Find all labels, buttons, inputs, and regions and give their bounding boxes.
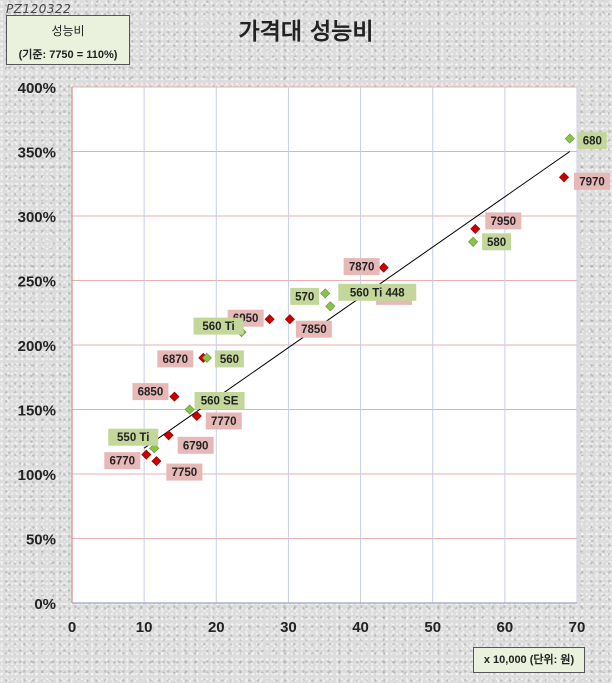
data-label: 6770 [110, 456, 136, 468]
data-label: 7770 [211, 416, 237, 428]
data-label-bg [343, 258, 380, 276]
data-point-7870 [378, 262, 389, 273]
data-point-7750 [151, 456, 162, 467]
data-label: 6850 [138, 387, 164, 399]
x-axis-unit-label: x 10,000 (단위: 원) [473, 647, 585, 673]
x-tick-label: 60 [497, 619, 514, 636]
x-tick-label: 20 [208, 619, 225, 636]
legend-reference: (기준: 7750 = 110%) [18, 49, 118, 61]
data-point-570 [320, 288, 331, 299]
x-tick-label: 40 [352, 619, 369, 636]
data-label-bg [482, 233, 512, 251]
data-label: 570 [295, 291, 314, 303]
data-label: 560 Ti 448 [350, 287, 405, 299]
data-label-bg [194, 392, 245, 409]
data-point-6790 [163, 430, 174, 441]
data-label: 6870 [163, 354, 189, 366]
legend-title: 성능비 [51, 24, 85, 38]
data-label-bg [108, 428, 159, 446]
data-point-680 [564, 133, 575, 144]
data-label-bg [157, 350, 194, 368]
y-tick-label: 200% [18, 338, 56, 355]
data-label: 7750 [172, 467, 198, 479]
data-point-6770 [141, 449, 152, 460]
y-tick-label: 100% [18, 467, 56, 484]
data-label: 550 Ti [117, 432, 149, 444]
y-tick-label: 150% [18, 403, 56, 420]
data-point-6950 [264, 314, 275, 325]
data-label: 7970 [579, 176, 605, 188]
data-point-560-ti-448 [325, 301, 336, 312]
y-tick-label: 0% [34, 596, 56, 613]
data-label: 7950 [490, 216, 516, 228]
y-tick-label: 300% [18, 209, 56, 226]
data-label-bg [104, 452, 141, 470]
data-label-bg [166, 463, 203, 481]
y-tick-label: 400% [18, 80, 56, 97]
data-label-bg [214, 350, 244, 368]
data-label-bg [177, 436, 214, 454]
x-tick-label: 0 [68, 619, 76, 636]
data-label-bg [338, 283, 417, 301]
y-tick-label: 350% [18, 145, 56, 162]
data-label: 6790 [183, 440, 209, 452]
data-point-7950 [470, 223, 481, 234]
data-point-6850 [169, 391, 180, 402]
data-label-bg [290, 287, 320, 305]
legend-box: 성능비 (기준: 7750 = 110%) [6, 15, 130, 65]
data-label: 560 Ti [202, 321, 234, 333]
data-label-bg [485, 212, 522, 230]
data-label-bg [574, 172, 611, 190]
y-tick-label: 250% [18, 274, 56, 291]
chart-title: 가격대 성능비 [238, 19, 374, 45]
x-tick-label: 70 [569, 619, 586, 636]
data-point-560-se [184, 404, 195, 415]
data-point-7770 [191, 410, 202, 421]
data-label: 560 [220, 354, 239, 366]
data-label-bg [132, 383, 169, 401]
data-point-550-ti [149, 443, 160, 454]
x-tick-label: 10 [136, 619, 153, 636]
data-point-7970 [558, 172, 570, 183]
data-label-bg [193, 317, 244, 335]
data-label: 580 [487, 237, 506, 249]
watermark: PZ120322 [6, 2, 72, 16]
data-label: 680 [583, 136, 602, 148]
data-label: 7870 [349, 262, 375, 274]
x-tick-label: 30 [280, 619, 297, 636]
data-point-7850 [284, 314, 295, 325]
data-label-bg [205, 412, 242, 430]
x-tick-label: 50 [424, 619, 441, 636]
data-label-bg [295, 320, 332, 338]
data-label: 7850 [301, 324, 327, 336]
y-tick-label: 50% [26, 532, 56, 549]
data-label: 560 SE [201, 396, 239, 408]
data-label-bg [577, 132, 607, 150]
data-point-560 [201, 352, 212, 363]
data-point-580 [468, 236, 479, 247]
